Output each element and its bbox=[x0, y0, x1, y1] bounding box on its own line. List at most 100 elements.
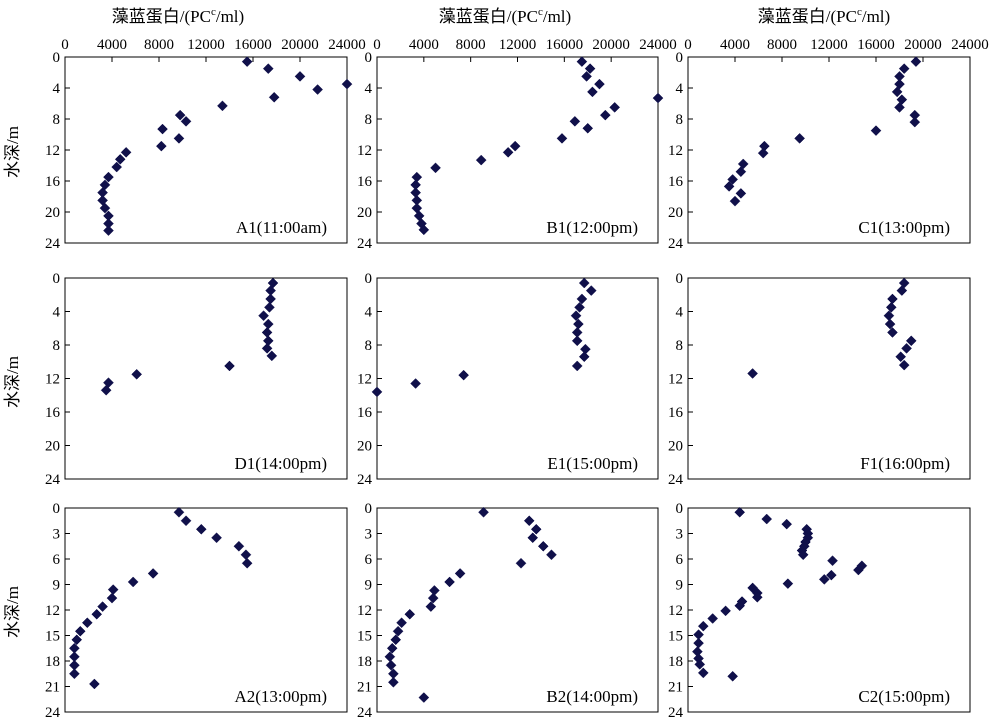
data-point bbox=[266, 350, 278, 362]
data-point bbox=[265, 293, 276, 305]
y-tick-label: 8 bbox=[676, 338, 684, 354]
y-tick-label: 18 bbox=[668, 654, 683, 670]
panel-label: A1(11:00am) bbox=[236, 218, 327, 237]
y-tick-label: 24 bbox=[357, 705, 373, 718]
data-point bbox=[111, 161, 123, 173]
data-point bbox=[404, 608, 416, 620]
x-tick-label: 20000 bbox=[904, 37, 942, 53]
y-tick-label: 6 bbox=[676, 552, 684, 568]
panel-label: C1(13:00pm) bbox=[858, 218, 950, 237]
y-tick-label: 24 bbox=[668, 236, 684, 252]
data-point bbox=[537, 540, 549, 552]
y-tick-label: 4 bbox=[365, 81, 373, 97]
data-point bbox=[901, 342, 912, 354]
data-point bbox=[727, 670, 739, 682]
data-point bbox=[697, 667, 709, 679]
y-tick-label: 16 bbox=[357, 174, 373, 190]
y-tick-label: 24 bbox=[357, 472, 373, 488]
data-point bbox=[757, 147, 769, 159]
data-point bbox=[89, 678, 100, 690]
data-point bbox=[430, 162, 441, 174]
y-tick-label: 12 bbox=[668, 603, 683, 619]
data-point bbox=[418, 224, 430, 236]
x-axis-title-col2: 藻蓝蛋白/(PCc/ml) bbox=[439, 6, 571, 26]
data-point bbox=[697, 620, 709, 632]
data-point bbox=[147, 568, 159, 579]
y-tick-label: 24 bbox=[668, 472, 684, 488]
y-tick-label: 12 bbox=[668, 372, 683, 388]
y-tick-label: 0 bbox=[676, 271, 684, 287]
panel-frame bbox=[64, 277, 348, 480]
y-tick-label: 9 bbox=[676, 578, 684, 594]
x-tick-label: 24000 bbox=[328, 37, 366, 53]
x-tick-label: 24000 bbox=[951, 37, 989, 53]
y-tick-label: 18 bbox=[45, 654, 60, 670]
data-point bbox=[584, 63, 596, 74]
y-axis-title-row2: 水深/m bbox=[3, 356, 22, 408]
y-tick-label: 0 bbox=[676, 50, 684, 66]
y-tick-label: 3 bbox=[365, 527, 373, 543]
data-point bbox=[392, 625, 404, 637]
data-point bbox=[761, 513, 773, 525]
data-point bbox=[582, 122, 594, 134]
panel-frame bbox=[376, 277, 659, 480]
data-point bbox=[576, 56, 588, 68]
data-point bbox=[157, 123, 168, 135]
data-point bbox=[898, 359, 910, 371]
data-point bbox=[884, 318, 896, 330]
y-tick-label: 0 bbox=[365, 271, 373, 287]
data-point bbox=[173, 133, 185, 144]
data-point bbox=[515, 557, 527, 569]
data-point bbox=[413, 210, 425, 222]
x-tick-label: 8000 bbox=[144, 37, 174, 53]
x-axis-titles: 藻蓝蛋白/(PCc/ml) 藻蓝蛋白/(PCc/ml) 藻蓝蛋白/(PCc/ml… bbox=[112, 6, 890, 26]
data-point bbox=[155, 140, 167, 152]
y-tick-label: 20 bbox=[668, 439, 683, 455]
y-tick-label: 12 bbox=[357, 372, 372, 388]
data-point bbox=[211, 532, 222, 544]
data-point bbox=[444, 576, 455, 588]
data-point bbox=[720, 605, 731, 617]
y-tick-label: 6 bbox=[365, 552, 373, 568]
y-tick-label: 20 bbox=[45, 439, 60, 455]
data-point bbox=[609, 102, 621, 113]
x-tick-label: 20000 bbox=[281, 37, 319, 53]
data-point bbox=[268, 91, 280, 103]
x-tick-label: 20000 bbox=[592, 37, 630, 53]
y-tick-label: 16 bbox=[668, 405, 684, 421]
y-tick-label: 8 bbox=[676, 112, 684, 128]
data-point bbox=[410, 187, 421, 198]
y-tick-label: 24 bbox=[45, 236, 61, 252]
data-point bbox=[825, 569, 837, 581]
data-point bbox=[887, 293, 898, 305]
data-point bbox=[97, 195, 108, 206]
x-tick-label: 12000 bbox=[499, 37, 537, 53]
data-point bbox=[174, 109, 186, 121]
x-tick-label: 12000 bbox=[187, 37, 225, 53]
data-point bbox=[599, 109, 611, 121]
y-tick-label: 4 bbox=[676, 81, 684, 97]
data-point bbox=[751, 591, 763, 603]
data-point bbox=[341, 78, 353, 90]
y-tick-label: 21 bbox=[45, 680, 60, 696]
data-point bbox=[818, 574, 830, 585]
data-point bbox=[312, 84, 323, 95]
data-point bbox=[727, 174, 739, 185]
data-point bbox=[385, 659, 397, 671]
data-point bbox=[458, 369, 469, 381]
data-point bbox=[573, 318, 584, 330]
data-point bbox=[694, 659, 706, 670]
data-point bbox=[797, 549, 809, 561]
data-point bbox=[723, 181, 735, 192]
data-point bbox=[523, 515, 535, 527]
data-point bbox=[91, 608, 103, 620]
data-point bbox=[735, 166, 747, 178]
data-point bbox=[729, 195, 741, 207]
y-tick-label: 24 bbox=[668, 705, 684, 718]
y-tick-label: 4 bbox=[676, 305, 684, 321]
data-point bbox=[578, 277, 590, 289]
data-point bbox=[870, 125, 882, 136]
y-tick-label: 12 bbox=[357, 143, 372, 159]
y-tick-label: 16 bbox=[45, 405, 61, 421]
y-tick-label: 8 bbox=[53, 338, 61, 354]
